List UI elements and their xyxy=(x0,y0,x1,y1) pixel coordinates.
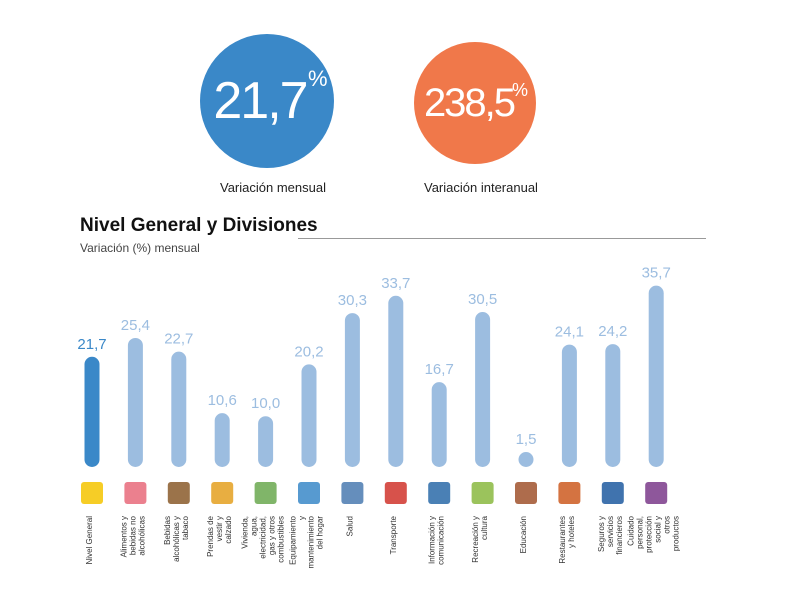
category-label-6: Salud xyxy=(345,516,354,536)
bar-3 xyxy=(214,413,230,467)
category-icon-6 xyxy=(341,482,364,504)
value-label-7: 33,7 xyxy=(381,275,410,292)
value-label-5: 20,2 xyxy=(294,343,323,360)
category-label-11: Restaurantesy hoteles xyxy=(558,516,576,564)
category-icon-5 xyxy=(298,482,320,504)
value-label-4: 10,0 xyxy=(251,395,280,412)
category-label-5: Equipamientoymantenimientodel hogar xyxy=(289,515,325,568)
bar-0 xyxy=(84,356,100,467)
category-icon-4 xyxy=(254,482,277,504)
bar-7 xyxy=(388,295,404,467)
bar-11 xyxy=(561,344,577,467)
category-icon-13 xyxy=(645,482,668,504)
value-label-6: 30,3 xyxy=(338,292,367,309)
kpi-interannual-circle: 238,5 % xyxy=(414,42,536,164)
category-label-12: Seguros yserviciosfinancieros xyxy=(597,516,624,555)
chart-title: Nivel General y Divisiones xyxy=(80,215,318,236)
category-label-1: Alimentos ybebidas noalcohólicas xyxy=(119,515,146,557)
bar-8 xyxy=(431,382,447,467)
kpi-interannual-value: 238,5 xyxy=(423,80,516,125)
value-label-10: 1,5 xyxy=(516,431,537,448)
category-icon-11 xyxy=(558,482,581,504)
bar-2 xyxy=(171,351,187,467)
category-label-2: Bebidasalcohólicas ytabaco xyxy=(163,515,190,561)
kpi-monthly-label: Variación mensual xyxy=(220,180,326,195)
category-icon-7 xyxy=(384,482,407,504)
value-label-1: 25,4 xyxy=(121,317,150,334)
value-label-11: 24,1 xyxy=(555,324,584,341)
bar-12 xyxy=(605,344,621,467)
kpi-interannual-label: Variación interanual xyxy=(424,180,538,195)
title-divider xyxy=(298,238,706,239)
value-label-2: 22,7 xyxy=(164,331,193,348)
category-icon-12 xyxy=(601,482,624,504)
category-label-9: Recreación ycultura xyxy=(471,515,489,562)
kpi-monthly-unit: % xyxy=(308,66,328,91)
category-label-7: Transporte xyxy=(389,515,398,554)
category-icon-3 xyxy=(211,482,234,504)
bar-9 xyxy=(475,312,491,467)
category-label-10: Educación xyxy=(519,516,528,553)
category-icon-2 xyxy=(167,482,190,504)
bar-6 xyxy=(344,313,360,467)
value-label-8: 16,7 xyxy=(425,361,454,378)
value-label-12: 24,2 xyxy=(598,323,627,340)
value-label-9: 30,5 xyxy=(468,291,497,308)
bar-13 xyxy=(648,285,664,467)
category-label-4: Vivienda,agua,electricidad,gas y otrosco… xyxy=(241,516,286,563)
category-icon-8 xyxy=(428,482,451,504)
category-label-3: Prendas devestir ycalzado xyxy=(206,515,233,556)
value-label-3: 10,6 xyxy=(208,392,237,409)
category-label-8: Información ycomunicación xyxy=(428,516,446,565)
chart-subtitle: Variación (%) mensual xyxy=(80,241,200,255)
category-icon-10 xyxy=(515,482,537,504)
category-label-0: Nivel General xyxy=(85,516,94,565)
value-label-0: 21,7 xyxy=(77,336,106,353)
bar-4 xyxy=(258,416,274,467)
category-icon-0 xyxy=(81,482,103,504)
category-icon-1 xyxy=(124,482,147,504)
bar-10 xyxy=(518,452,534,467)
bar-5 xyxy=(301,364,317,467)
category-icon-9 xyxy=(471,482,494,504)
bar-1 xyxy=(127,337,143,467)
kpi-monthly-value: 21,7 xyxy=(213,72,308,130)
category-label-13: Cuidadopersonal,protecciónsocial yotrosp… xyxy=(627,515,681,552)
kpi-monthly-circle: 21,7 % xyxy=(200,34,334,168)
value-label-13: 35,7 xyxy=(642,265,671,282)
kpi-interannual-unit: % xyxy=(512,80,529,100)
